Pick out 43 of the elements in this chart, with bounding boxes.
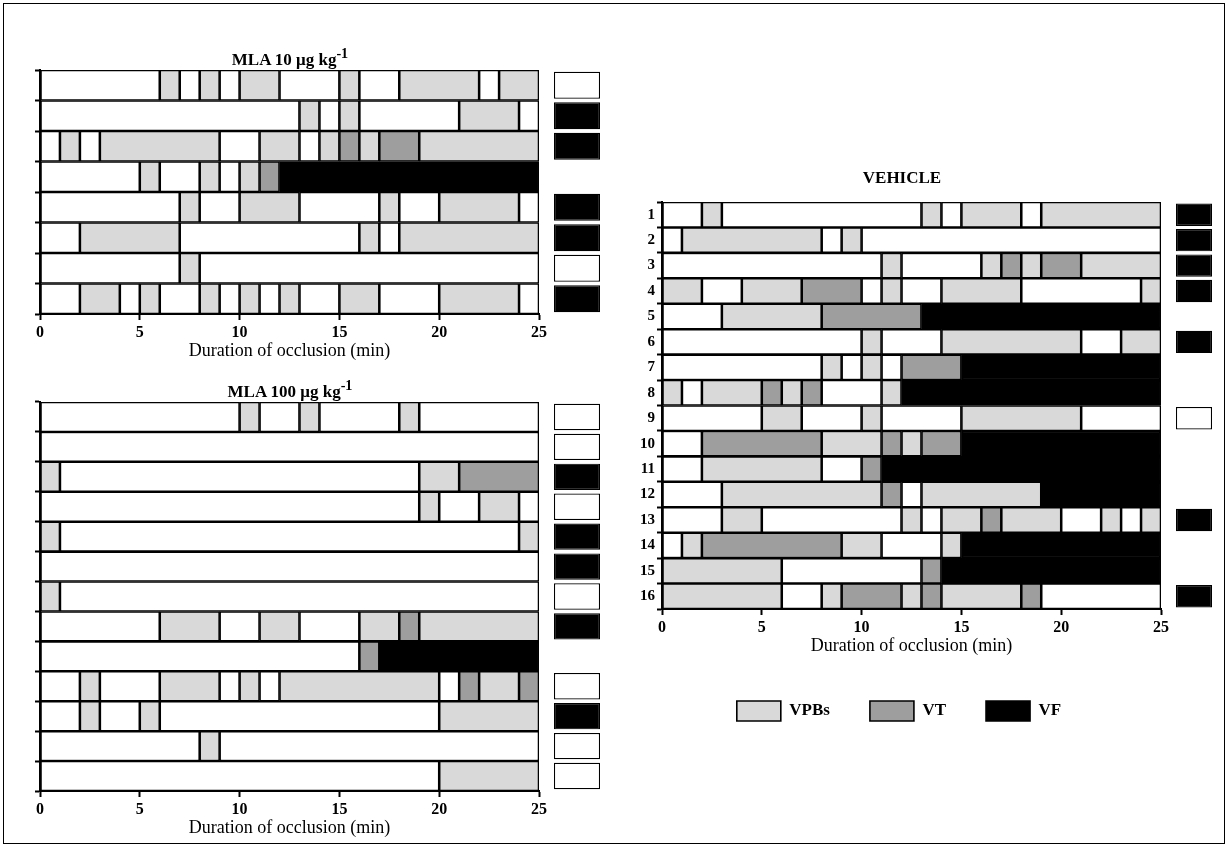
y-tick-label: 15 [640,561,655,578]
x-tick-label: 20 [431,322,448,340]
legend-label: VT [922,700,947,720]
y-tick-label: 5 [647,307,655,324]
y-tick-label: 2 [647,231,655,248]
y-tick-label: 3 [647,256,655,273]
y-tick-label: 16 [640,587,656,604]
y-tick-label: 10 [640,434,655,451]
x-tick-label: 10 [853,617,870,635]
x-axis-title: Duration of occlusion (min) [810,634,1013,656]
legend-label: VPBs [789,700,831,720]
chart-title: MLA 10 μg kg$^{-1}$ [230,44,350,69]
y-tick-label: 1 [647,205,655,222]
y-tick-label: 7 [647,358,656,375]
x-tick-label: 5 [135,799,144,817]
x-tick-label: 15 [331,322,348,340]
x-tick-label: 0 [36,799,44,817]
x-tick-label: 20 [1053,617,1070,635]
x-tick-label: 5 [757,617,766,635]
y-tick-label: 14 [640,536,656,553]
chart-title: MLA 100 μg kg$^{-1}$ [226,376,354,401]
legend-label: VF [1038,700,1062,720]
x-axis-title: Duration of occlusion (min) [188,816,391,838]
x-tick-label: 10 [231,322,248,340]
x-tick-label: 0 [658,617,666,635]
x-tick-label: 15 [331,799,348,817]
y-tick-label: 4 [647,281,656,298]
x-tick-label: 25 [531,322,547,340]
y-tick-label: 11 [640,459,655,476]
y-tick-label: 8 [647,383,655,400]
x-tick-label: 20 [431,799,448,817]
x-tick-label: 5 [135,322,144,340]
y-tick-label: 12 [640,485,655,502]
y-tick-label: 9 [647,409,655,426]
x-axis-title: Duration of occlusion (min) [188,339,391,361]
y-tick-label: 13 [640,510,655,527]
x-tick-label: 15 [953,617,970,635]
x-tick-label: 25 [531,799,547,817]
y-tick-label: 6 [647,332,656,349]
x-tick-label: 0 [36,322,44,340]
x-tick-label: 25 [1153,617,1169,635]
x-tick-label: 10 [231,799,248,817]
chart-title: VEHICLE [861,167,943,189]
